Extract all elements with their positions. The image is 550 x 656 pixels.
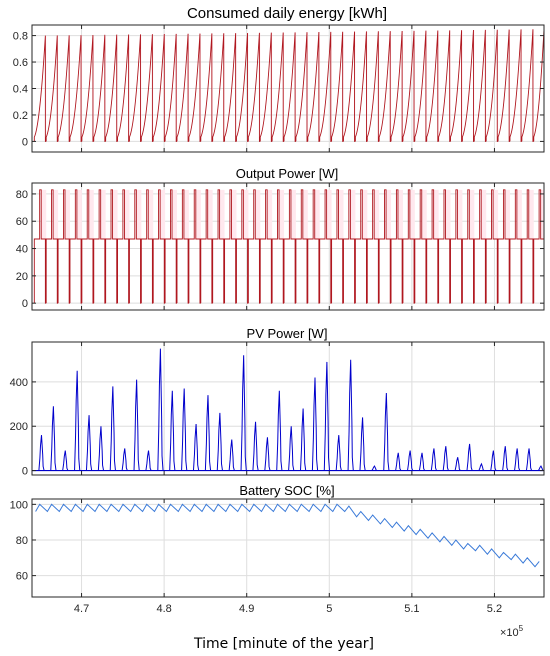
y-tick-label: 80 xyxy=(16,189,28,201)
y-tick-label: 400 xyxy=(10,377,28,389)
x-axis-label: Time [minute of the year] xyxy=(193,636,374,652)
x-multiplier-exponent: 5 xyxy=(519,624,524,633)
x-tick-label: 4.7 xyxy=(74,603,89,615)
plot-area xyxy=(32,183,544,310)
y-tick-label: 200 xyxy=(10,421,28,433)
pv-panel: 0 200 400 xyxy=(10,341,545,478)
plot-frame xyxy=(31,182,545,311)
output-series-line xyxy=(33,189,545,304)
y-tick-label: 0.2 xyxy=(13,110,28,122)
y-tick-label: 100 xyxy=(10,499,28,511)
output-fill xyxy=(41,189,545,239)
panel-title-pv: PV Power [W] xyxy=(247,326,328,341)
y-tick-label: 0 xyxy=(22,466,28,478)
output-panel: 0 20 40 60 80 xyxy=(16,182,545,311)
soc-series-line xyxy=(35,503,540,568)
x-tick-label: 5.1 xyxy=(404,603,419,615)
y-tick-label: 20 xyxy=(16,271,28,283)
y-tick-label: 0.8 xyxy=(13,31,28,43)
plot-frame xyxy=(31,498,545,598)
panel-title-output: Output Power [W] xyxy=(236,166,339,181)
x-tick-label: 5.2 xyxy=(487,603,502,615)
y-tick-label: 60 xyxy=(16,571,28,583)
y-tick-label: 80 xyxy=(16,535,28,547)
x-tick-label: 4.9 xyxy=(239,603,254,615)
y-tick-label: 40 xyxy=(16,244,28,256)
x-tick-label: 5 xyxy=(326,603,332,615)
x-tick-label: 4.8 xyxy=(156,603,171,615)
panel-title-energy: Consumed daily energy [kWh] xyxy=(187,5,387,22)
y-tick-label: 60 xyxy=(16,216,28,228)
pv-series-line xyxy=(38,348,544,472)
plot-frame xyxy=(31,341,545,476)
plot-area xyxy=(32,499,544,597)
y-tick-label: 0.4 xyxy=(13,84,28,96)
energy-series-line xyxy=(33,29,545,142)
plot-area xyxy=(32,342,544,475)
y-tick-label: 0 xyxy=(22,136,28,148)
soc-panel: 60 80 100 4.7 4.8 4.9 5 5.1 5.2 xyxy=(10,498,545,615)
x-multiplier: ×105 xyxy=(500,624,524,639)
energy-panel: 0 0.2 0.4 0.6 0.8 xyxy=(13,24,545,153)
y-tick-label: 0.6 xyxy=(13,57,28,69)
y-tick-label: 0 xyxy=(22,298,28,310)
panel-title-soc: Battery SOC [%] xyxy=(239,483,334,498)
